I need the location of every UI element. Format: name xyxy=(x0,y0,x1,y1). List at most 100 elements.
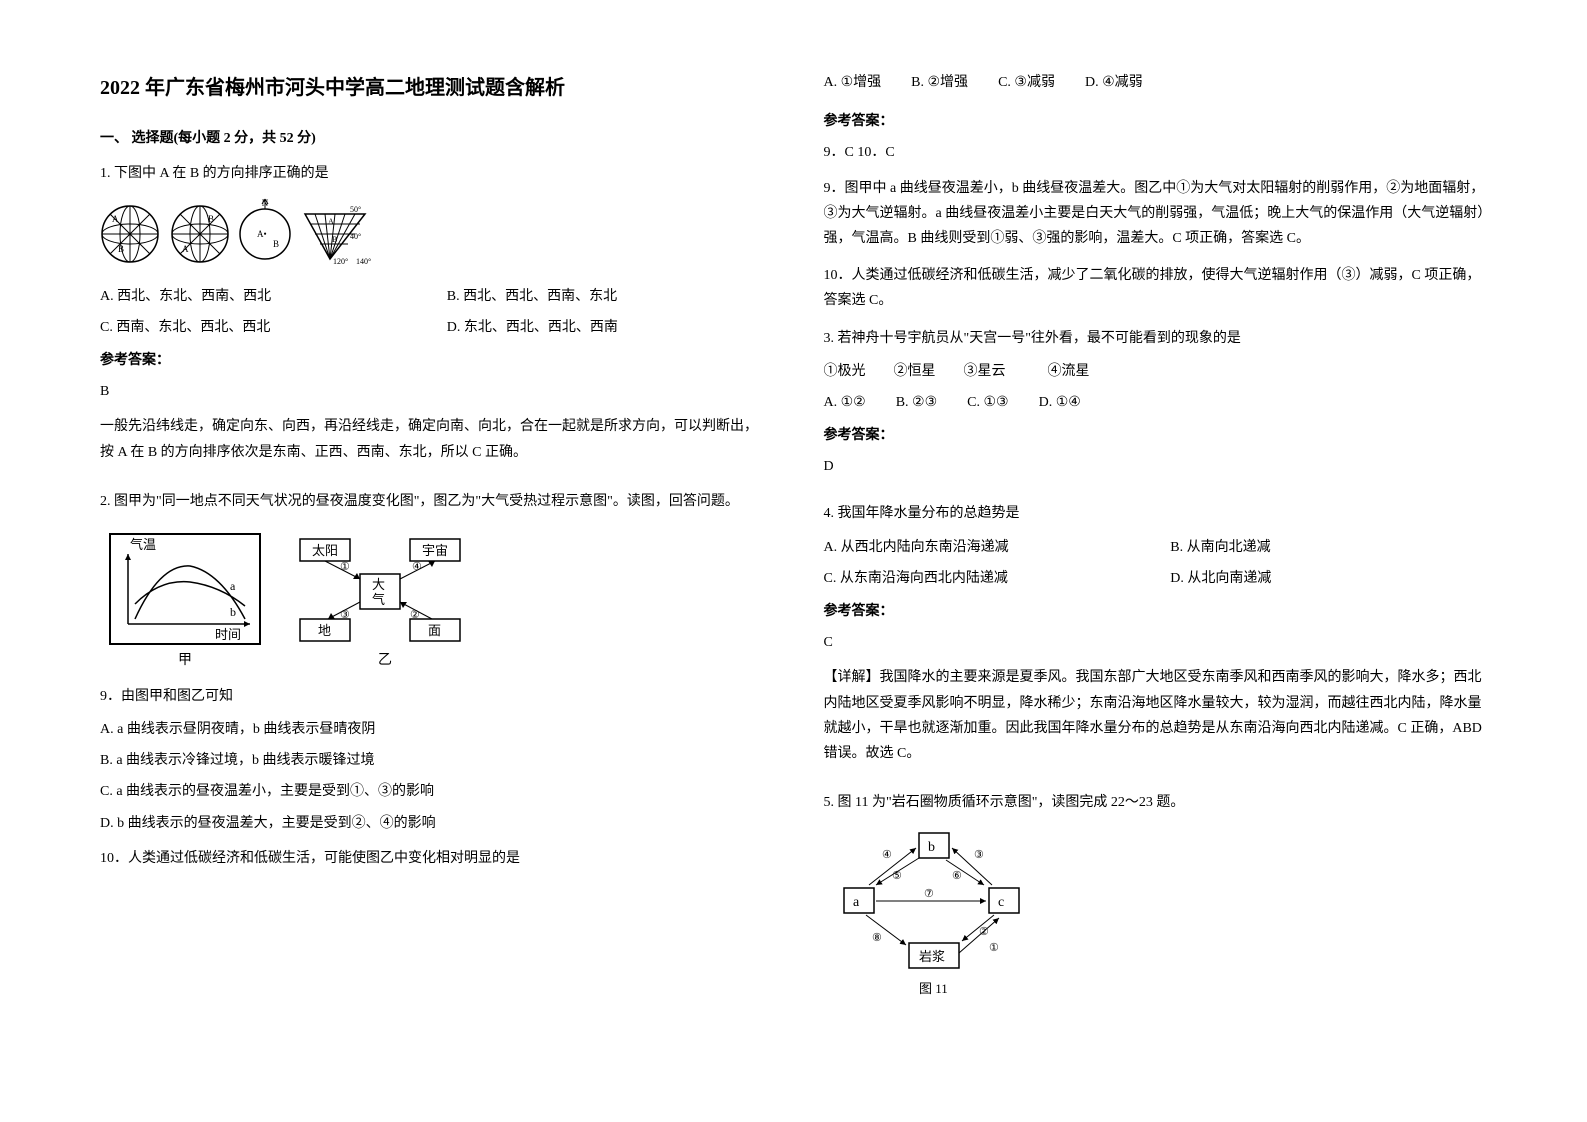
svg-text:B: B xyxy=(118,244,124,254)
q3-text: 3. 若神舟十号宇航员从"天宫一号"往外看，最不可能看到的现象的是 xyxy=(824,326,1488,351)
q4-opt-a: A. 从西北内陆向东南沿海递减 xyxy=(824,535,1141,560)
svg-text:A•: A• xyxy=(257,229,267,239)
q2-answer-label: 参考答案： xyxy=(824,109,1488,134)
question-1: 1. 下图中 A 在 B 的方向排序正确的是 A B xyxy=(100,161,764,477)
svg-text:B: B xyxy=(208,214,214,224)
svg-text:气: 气 xyxy=(372,592,385,607)
svg-text:⑥: ⑥ xyxy=(952,870,962,882)
svg-text:①: ① xyxy=(989,942,999,954)
svg-text:⑤: ⑤ xyxy=(892,870,902,882)
q4-text: 4. 我国年降水量分布的总趋势是 xyxy=(824,501,1488,526)
q2-sub9-text: 9．由图甲和图乙可知 xyxy=(100,684,764,709)
q1-opt-c: C. 西南、东北、西北、西北 xyxy=(100,315,417,340)
q2-sub10-b: B. ②增强 xyxy=(911,70,968,95)
q2-exp10: 10．人类通过低碳经济和低碳生活，减少了二氧化碳的排放，使得大气逆辐射作用（③）… xyxy=(824,263,1488,313)
q1-explanation: 一般先沿纬线走，确定向东、向西，再沿经线走，确定向南、向北，合在一起就是所求方向… xyxy=(100,414,764,464)
q4-opt-c: C. 从东南沿海向西北内陆递减 xyxy=(824,566,1141,591)
svg-text:④: ④ xyxy=(412,561,422,573)
q2-text: 2. 图甲为"同一地点不同天气状况的昼夜温度变化图"，图乙为"大气受热过程示意图… xyxy=(100,489,764,514)
q4-answer-label: 参考答案： xyxy=(824,599,1488,624)
q3-line1: ①极光 ②恒星 ③星云 ④流星 xyxy=(824,359,1488,384)
q2-sub10: 10．人类通过低碳经济和低碳生活，可能使图乙中变化相对明显的是 xyxy=(100,846,764,871)
q4-explanation: 【详解】我国降水的主要来源是夏季风。我国东部广大地区受东南季风和西南季风的影响大… xyxy=(824,665,1488,766)
question-3: 3. 若神舟十号宇航员从"天宫一号"往外看，最不可能看到的现象的是 ①极光 ②恒… xyxy=(824,326,1488,490)
q4-options: A. 从西北内陆向东南沿海递减 B. 从南向北递减 C. 从东南沿海向西北内陆递… xyxy=(824,535,1488,591)
q1-options: A. 西北、东北、西南、西北 B. 西北、西北、西南、东北 C. 西南、东北、西… xyxy=(100,284,764,340)
svg-text:大: 大 xyxy=(372,577,385,592)
page-title: 2022 年广东省梅州市河头中学高二地理测试题含解析 xyxy=(100,70,764,106)
svg-text:B: B xyxy=(273,239,279,249)
figure-yi: 太阳 宇宙 大 气 地 面 ① ④ ③ ② 乙 xyxy=(290,524,480,674)
q1-answer-label: 参考答案： xyxy=(100,348,764,373)
svg-text:140°: 140° xyxy=(356,257,371,266)
q3-answer-label: 参考答案： xyxy=(824,423,1488,448)
q4-opt-b: B. 从南向北递减 xyxy=(1170,535,1487,560)
svg-text:③: ③ xyxy=(340,609,350,621)
q3-options: A. ①② B. ②③ C. ①③ D. ①④ xyxy=(824,390,1488,415)
q4-opt-d: D. 从北向南递减 xyxy=(1170,566,1487,591)
svg-text:③: ③ xyxy=(974,849,984,861)
q2-sub9-b: B. a 曲线表示冷锋过境，b 曲线表示暖锋过境 xyxy=(100,748,764,773)
svg-text:A: A xyxy=(328,217,334,226)
svg-text:①: ① xyxy=(340,561,350,573)
q3-opt-b: B. ②③ xyxy=(896,390,937,415)
svg-text:②: ② xyxy=(410,609,420,621)
q2-sub9-d: D. b 曲线表示的昼夜温差大，主要是受到②、④的影响 xyxy=(100,811,764,836)
question-5: 5. 图 11 为"岩石圈物质循环示意图"，读图完成 22～23 题。 b a … xyxy=(824,790,1488,1012)
svg-text:b: b xyxy=(928,840,935,855)
svg-text:乙: 乙 xyxy=(378,652,392,668)
svg-text:120°: 120° xyxy=(333,257,348,266)
q4-answer: C xyxy=(824,630,1488,655)
svg-text:a: a xyxy=(230,579,236,593)
svg-text:B: B xyxy=(332,235,337,244)
q1-answer: B xyxy=(100,379,764,404)
q1-text: 1. 下图中 A 在 B 的方向排序正确的是 xyxy=(100,161,764,186)
left-column: 2022 年广东省梅州市河头中学高二地理测试题含解析 一、 选择题(每小题 2 … xyxy=(100,70,764,1052)
svg-text:时间: 时间 xyxy=(215,627,241,642)
q2-sub10-a: A. ①增强 xyxy=(824,70,882,95)
figure-jia: 气温 a b 时间 甲 xyxy=(100,524,270,674)
svg-text:面: 面 xyxy=(428,623,441,638)
right-column: A. ①增强 B. ②增强 C. ③减弱 D. ④减弱 参考答案： 9．C 10… xyxy=(824,70,1488,1052)
q3-opt-c: C. ①③ xyxy=(967,390,1008,415)
svg-text:甲: 甲 xyxy=(178,653,192,668)
q2-answers: 9．C 10．C xyxy=(824,140,1488,165)
q3-answer: D xyxy=(824,454,1488,479)
svg-text:地: 地 xyxy=(318,623,331,638)
svg-text:④: ④ xyxy=(882,849,892,861)
svg-text:图 11: 图 11 xyxy=(919,981,948,996)
svg-text:c: c xyxy=(998,895,1004,910)
q5-figure: b a c 岩浆 ④ xyxy=(824,823,1044,1003)
svg-text:40°: 40° xyxy=(350,232,361,241)
svg-text:太阳: 太阳 xyxy=(312,543,338,558)
q2-sub9: 9．由图甲和图乙可知 A. a 曲线表示昼阴夜晴，b 曲线表示昼晴夜阴 B. a… xyxy=(100,684,764,836)
svg-text:岩浆: 岩浆 xyxy=(919,949,945,964)
fig-jia-ylabel: 气温 xyxy=(130,537,156,552)
svg-text:宇宙: 宇宙 xyxy=(422,543,448,558)
svg-text:⑧: ⑧ xyxy=(872,932,882,944)
question-2: 2. 图甲为"同一地点不同天气状况的昼夜温度变化图"，图乙为"大气受热过程示意图… xyxy=(100,489,764,881)
question-4: 4. 我国年降水量分布的总趋势是 A. 从西北内陆向东南沿海递减 B. 从南向北… xyxy=(824,501,1488,778)
q2-sub10-options: A. ①增强 B. ②增强 C. ③减弱 D. ④减弱 xyxy=(824,70,1488,95)
svg-text:50°: 50° xyxy=(350,205,361,214)
q2-exp9: 9．图甲中 a 曲线昼夜温差小，b 曲线昼夜温差大。图乙中①为大气对太阳辐射的削… xyxy=(824,176,1488,252)
svg-text:b: b xyxy=(230,605,236,619)
q1-opt-d: D. 东北、西北、西北、西南 xyxy=(447,315,764,340)
q5-text: 5. 图 11 为"岩石圈物质循环示意图"，读图完成 22～23 题。 xyxy=(824,790,1488,815)
q2-figures: 气温 a b 时间 甲 太阳 宇宙 xyxy=(100,524,764,674)
svg-text:a: a xyxy=(853,895,860,910)
q2-sub10-text: 10．人类通过低碳经济和低碳生活，可能使图乙中变化相对明显的是 xyxy=(100,846,764,871)
section-header: 一、 选择题(每小题 2 分，共 52 分) xyxy=(100,126,764,151)
q3-opt-d: D. ①④ xyxy=(1039,390,1081,415)
q2-sub9-a: A. a 曲线表示昼阴夜晴，b 曲线表示昼晴夜阴 xyxy=(100,717,764,742)
q2-sub10-c: C. ③减弱 xyxy=(998,70,1055,95)
q2-sub10-d: D. ④减弱 xyxy=(1085,70,1143,95)
q1-figure: A B B A A• xyxy=(100,194,380,274)
svg-text:A: A xyxy=(182,244,189,254)
q2-sub9-c: C. a 曲线表示的昼夜温差小，主要是受到①、③的影响 xyxy=(100,779,764,804)
q1-opt-b: B. 西北、西北、西南、东北 xyxy=(447,284,764,309)
svg-text:A: A xyxy=(112,214,119,224)
q1-opt-a: A. 西北、东北、西南、西北 xyxy=(100,284,417,309)
svg-text:⑦: ⑦ xyxy=(924,888,934,900)
q3-opt-a: A. ①② xyxy=(824,390,866,415)
